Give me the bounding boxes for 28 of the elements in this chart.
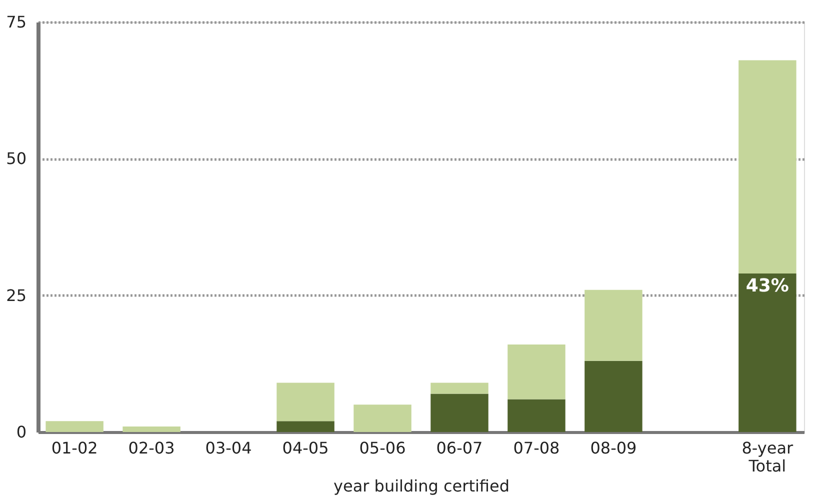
annotation: 43%	[746, 275, 789, 296]
bar	[354, 404, 412, 432]
x-tick-label: 01-02	[51, 438, 98, 458]
x-tick-label: 02-03	[128, 438, 175, 458]
bar	[738, 60, 796, 274]
x-tick-label: 04-05	[282, 438, 329, 458]
x-tick-label: 03-04	[205, 438, 252, 458]
bar	[508, 344, 566, 400]
bar	[276, 421, 334, 432]
bar	[508, 399, 566, 432]
bar	[430, 394, 488, 432]
x-tick-label: 08-09	[590, 438, 637, 458]
x-tick-label: 8-year Total	[742, 438, 794, 476]
bar	[122, 426, 180, 432]
x-axis-title: year building certified	[334, 476, 510, 496]
bar	[584, 290, 642, 361]
bar	[738, 273, 796, 432]
y-tick-label: 0	[16, 422, 26, 442]
bar	[276, 382, 334, 422]
bar	[430, 382, 488, 394]
bar	[46, 421, 104, 432]
bar	[584, 360, 642, 432]
x-tick-label: 07-08	[513, 438, 560, 458]
y-tick-label: 50	[6, 149, 26, 168]
x-tick-label: 06-07	[436, 438, 483, 458]
y-tick-label: 25	[6, 286, 26, 305]
x-tick-label: 05-06	[359, 438, 406, 458]
y-tick-label: 75	[6, 12, 26, 32]
